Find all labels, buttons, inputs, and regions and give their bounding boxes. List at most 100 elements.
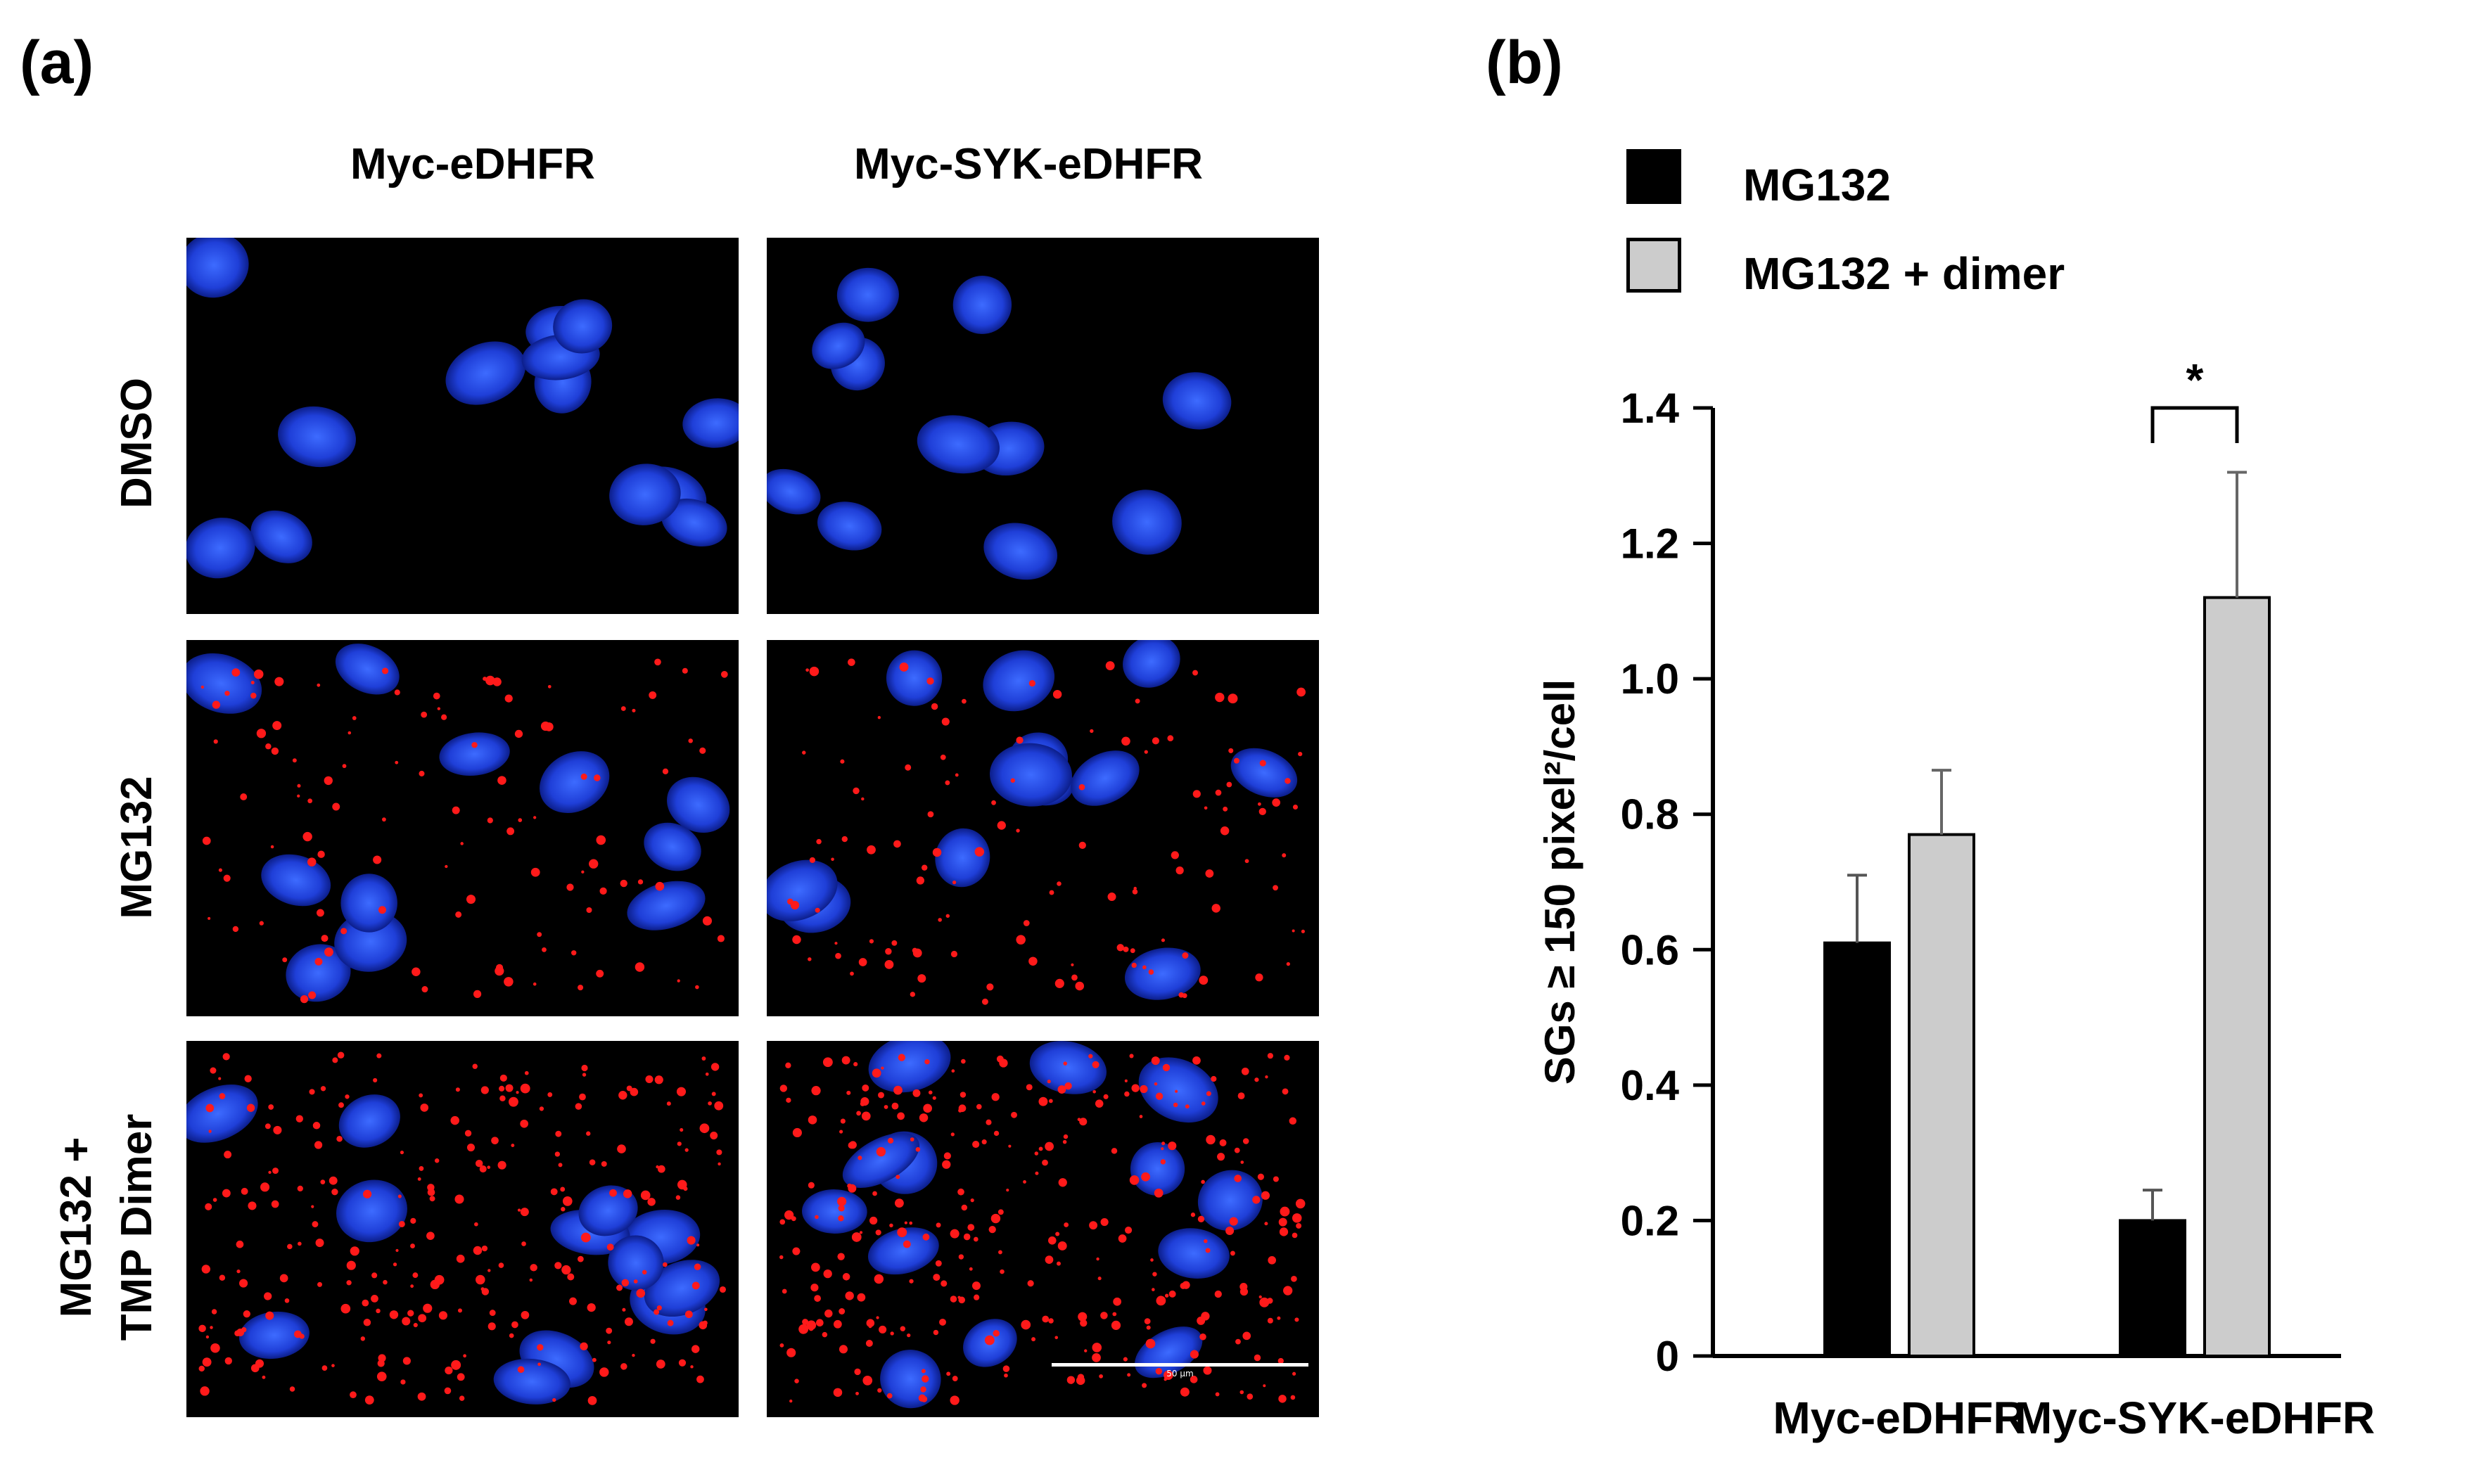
stress-granule [272, 721, 282, 731]
stress-granule [1239, 1287, 1249, 1296]
stress-granule [950, 1229, 960, 1239]
stress-granule [1131, 1084, 1140, 1092]
stress-granule [720, 671, 728, 678]
stress-granule [779, 1219, 786, 1225]
stress-granule [1292, 1371, 1296, 1376]
stress-granule [224, 1151, 232, 1159]
stress-granule [499, 1074, 507, 1082]
stress-granule [1049, 890, 1054, 895]
stress-granule [1042, 1159, 1048, 1166]
stress-granule [699, 1321, 708, 1330]
stress-granule [578, 1255, 584, 1262]
stress-granule [1123, 1357, 1128, 1362]
stress-granule [711, 1092, 716, 1096]
stress-granule [1167, 735, 1174, 742]
stress-granule [499, 1095, 506, 1101]
stress-granule [274, 677, 284, 686]
nucleus [278, 406, 356, 468]
stress-granule [1028, 679, 1035, 687]
stress-granule [1078, 841, 1086, 849]
nucleus [767, 468, 821, 515]
stress-granule [1027, 1280, 1034, 1287]
stress-granule [241, 1327, 247, 1333]
stress-granule [662, 768, 669, 774]
stress-granule [792, 935, 801, 945]
nucleus [1230, 748, 1298, 798]
stress-granule [1133, 886, 1137, 890]
stress-granule [1192, 790, 1201, 798]
stress-granule [921, 1369, 926, 1374]
stress-granule [1144, 750, 1148, 754]
stress-granule [881, 1066, 884, 1070]
stress-granule [894, 1198, 904, 1208]
nucleus [952, 276, 1012, 334]
stress-granule [223, 874, 231, 882]
nucleus [801, 1189, 867, 1234]
stress-granule [620, 879, 627, 888]
stress-granule [376, 1308, 381, 1314]
stress-granule [815, 907, 820, 913]
stress-granule [381, 817, 386, 822]
stress-granule [952, 880, 957, 885]
stress-granule [942, 1160, 951, 1169]
stress-granule [1092, 1061, 1099, 1068]
stress-granule [1296, 687, 1306, 697]
scale-bar-label: 50 μm [1166, 1369, 1194, 1379]
stress-granule [1145, 1338, 1156, 1349]
stress-granule [984, 1335, 995, 1345]
stress-granule [952, 1376, 958, 1381]
bar-mg132-0 [1823, 941, 1891, 1357]
stress-granule [716, 1149, 722, 1156]
nucleus [836, 267, 899, 322]
stress-granule [487, 1269, 491, 1272]
stress-granule [211, 1309, 217, 1315]
stress-granule [491, 1137, 499, 1145]
stress-granule [1002, 1365, 1010, 1372]
stress-granule [566, 883, 574, 891]
stress-granule [1111, 1148, 1118, 1154]
stress-granule [1217, 1153, 1225, 1161]
stress-granule [530, 1264, 537, 1272]
stress-granule [200, 1386, 210, 1396]
stress-granule [438, 1311, 448, 1320]
stress-granule [1092, 1089, 1096, 1094]
stress-granule [789, 1399, 793, 1403]
stress-granule [904, 1221, 907, 1224]
stress-granule [862, 1084, 869, 1092]
stress-granule [837, 1196, 847, 1206]
stress-granule [417, 1392, 426, 1401]
stress-granule [441, 714, 447, 720]
stress-granule [1164, 1293, 1169, 1298]
stress-granule [282, 957, 288, 963]
stress-granule [1201, 1101, 1206, 1106]
stress-granule [684, 1148, 689, 1152]
stress-granule [1279, 1227, 1289, 1236]
stress-granule [1220, 826, 1230, 836]
stress-granule [578, 985, 584, 991]
stress-granule [329, 1176, 338, 1185]
stress-granule [601, 1160, 607, 1167]
stress-granule [884, 959, 894, 969]
stress-granule [1092, 1343, 1102, 1352]
stress-granule [373, 1077, 378, 1083]
stress-granule [963, 1233, 971, 1241]
stress-granule [1265, 1075, 1268, 1079]
stress-granule [1234, 1175, 1242, 1182]
stress-granule [402, 1357, 411, 1365]
stress-granule [521, 1241, 526, 1246]
stress-granule [1116, 944, 1124, 952]
stress-granule [1175, 1089, 1178, 1093]
stress-granule [480, 1287, 485, 1291]
stress-granule [1111, 1320, 1121, 1330]
stress-granule [315, 1239, 324, 1248]
stress-granule [991, 1093, 1000, 1101]
stress-granule [699, 1123, 710, 1134]
stress-granule [885, 948, 892, 955]
stress-granule [537, 1344, 544, 1351]
nucleus [250, 510, 312, 563]
stress-granule [540, 721, 551, 731]
stress-granule [297, 783, 301, 788]
stress-granule [1035, 1171, 1039, 1175]
stress-granule [547, 1092, 553, 1097]
stress-granule [297, 1185, 303, 1192]
